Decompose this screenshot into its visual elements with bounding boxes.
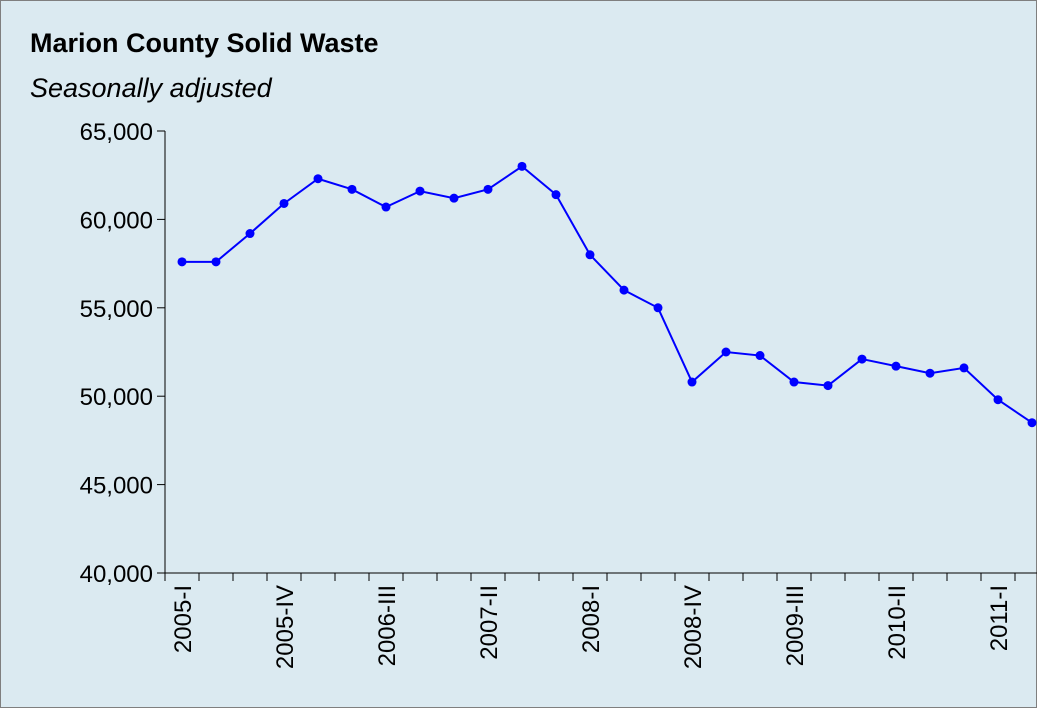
data-point (211, 257, 221, 267)
data-point (381, 202, 391, 212)
chart-subtitle: Seasonally adjusted (30, 73, 273, 103)
x-tick-label: 2006-III (374, 585, 401, 666)
y-tick-label: 40,000 (80, 561, 153, 588)
data-point (687, 377, 697, 387)
y-tick-label: 65,000 (80, 119, 153, 146)
x-tick-label: 2008-I (578, 585, 605, 653)
x-tick-label: 2007-II (476, 585, 503, 660)
data-point (279, 198, 289, 208)
data-point (517, 161, 527, 171)
data-point (959, 363, 969, 373)
data-point (891, 361, 901, 371)
y-tick-label: 55,000 (80, 296, 153, 323)
data-point (1027, 418, 1037, 428)
x-tick-label: 2005-I (170, 585, 197, 653)
data-point (993, 395, 1003, 405)
x-tick-label: 2011-I (986, 585, 1013, 651)
series-line (182, 165, 1033, 424)
x-tick-label: 2008-IV (680, 585, 707, 669)
x-tick-label: 2010-II (884, 585, 911, 660)
y-tick-label: 45,000 (80, 473, 153, 500)
data-point (619, 285, 629, 295)
y-tick-label: 60,000 (80, 207, 153, 234)
data-point (925, 368, 935, 378)
data-point (245, 229, 255, 239)
y-tick-label: 50,000 (80, 384, 153, 411)
x-tick-label: 2005-IV (272, 585, 299, 669)
data-point (551, 190, 561, 200)
data-point (483, 184, 493, 194)
data-point (177, 257, 187, 267)
data-point (857, 354, 867, 364)
data-point (449, 193, 459, 203)
x-tick-label: 2009-III (782, 585, 809, 666)
data-point (415, 186, 425, 196)
data-point (823, 381, 833, 391)
data-point (755, 351, 765, 361)
data-point (585, 250, 595, 260)
data-point (721, 347, 731, 357)
data-point (653, 303, 663, 313)
data-point (347, 184, 357, 194)
chart-title: Marion County Solid Waste (30, 28, 379, 58)
data-point (313, 174, 323, 184)
data-point (789, 377, 799, 387)
